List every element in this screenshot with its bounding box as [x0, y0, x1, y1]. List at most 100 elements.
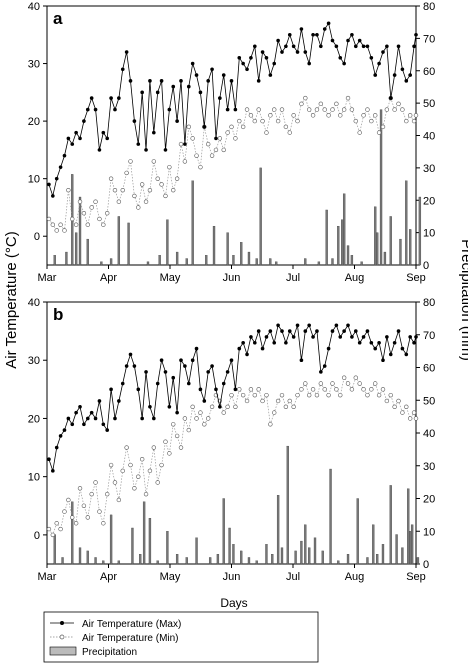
point-max: [163, 148, 168, 152]
point-max: [322, 364, 327, 368]
point-max: [167, 107, 172, 112]
precip-bar: [127, 222, 130, 266]
point-min: [97, 509, 102, 514]
point-min: [388, 392, 393, 398]
precip-bar: [156, 560, 159, 565]
point-min: [186, 124, 191, 130]
point-max: [400, 67, 405, 72]
point-max: [148, 79, 152, 83]
y-left-tick-label: 40: [28, 297, 40, 309]
point-min: [373, 113, 378, 118]
y-right-tick-label: 10: [423, 228, 435, 240]
point-max: [330, 329, 335, 333]
point-max: [74, 410, 78, 415]
point-max: [299, 27, 304, 31]
point-max: [396, 44, 401, 49]
point-min: [240, 124, 246, 130]
point-min: [81, 211, 87, 216]
point-max: [303, 329, 308, 333]
point-max: [179, 79, 183, 83]
point-min: [314, 392, 320, 398]
point-min: [58, 526, 63, 532]
point-min: [322, 107, 327, 112]
precip-bar: [356, 498, 359, 565]
point-max: [163, 370, 168, 374]
precip-bar: [389, 216, 392, 266]
point-max: [245, 67, 249, 72]
precip-bar: [308, 547, 311, 565]
precip-bar: [158, 255, 161, 266]
point-min: [310, 113, 316, 118]
point-min: [50, 222, 56, 227]
precip-bar: [337, 560, 340, 565]
point-min: [357, 381, 362, 386]
x-tick-label: Mar: [38, 272, 57, 284]
point-max: [334, 44, 339, 49]
point-max: [385, 44, 389, 49]
x-tick-label: Mar: [38, 571, 57, 583]
y-left-tick-label: 30: [28, 355, 40, 367]
x-tick-label: Sep: [406, 571, 426, 583]
point-min: [233, 404, 238, 409]
point-max: [353, 44, 358, 49]
point-min: [229, 124, 234, 130]
precip-bar: [383, 251, 387, 266]
point-min: [171, 187, 176, 193]
point-min: [136, 205, 141, 210]
point-max: [144, 370, 148, 374]
y-left-tick-label: 30: [28, 59, 40, 71]
precip-bar: [304, 524, 307, 565]
point-max: [70, 142, 75, 146]
point-min: [380, 124, 386, 130]
point-min: [182, 416, 188, 421]
precip-bar: [337, 225, 340, 266]
point-min: [66, 497, 71, 503]
point-max: [66, 136, 71, 141]
point-min: [202, 422, 207, 427]
point-min: [139, 457, 145, 462]
point-min: [221, 410, 226, 415]
point-max: [175, 119, 179, 123]
point-min: [341, 375, 347, 380]
point-min: [369, 118, 374, 124]
point-max: [287, 329, 292, 333]
precip-bar: [109, 514, 113, 565]
precip-bar: [78, 196, 82, 266]
precip-bar: [342, 193, 346, 266]
precip-bar: [185, 557, 188, 565]
point-max: [260, 346, 265, 351]
precip-bar: [360, 261, 363, 266]
point-min: [163, 193, 168, 199]
point-max: [148, 405, 152, 409]
point-min: [326, 392, 331, 398]
x-tick-label: Jun: [223, 571, 241, 583]
point-max: [206, 79, 210, 83]
point-max: [140, 416, 144, 421]
y-right-tick-label: 20: [423, 195, 435, 207]
point-min: [62, 228, 67, 233]
point-min: [128, 462, 133, 468]
y-right-tick-label: 30: [423, 163, 435, 175]
point-max: [299, 358, 304, 363]
point-min: [62, 509, 67, 514]
point-max: [85, 107, 90, 112]
y-right-tick-label: 30: [423, 461, 435, 473]
point-max: [307, 61, 311, 66]
point-min: [221, 147, 226, 153]
y-right-tick-label: 40: [423, 428, 435, 440]
point-min: [279, 392, 285, 398]
point-max: [276, 323, 280, 328]
point-min: [291, 113, 296, 118]
point-max: [334, 323, 339, 328]
point-min: [407, 113, 413, 118]
point-min: [240, 392, 246, 398]
point-max: [74, 130, 78, 135]
point-min: [105, 491, 110, 497]
point-min: [70, 216, 75, 222]
point-max: [280, 329, 284, 333]
series-line-max: [48, 324, 417, 471]
x-tick-label: Aug: [345, 272, 365, 284]
precip-bar: [407, 488, 410, 565]
precip-bar: [294, 550, 297, 565]
point-min: [77, 199, 83, 204]
